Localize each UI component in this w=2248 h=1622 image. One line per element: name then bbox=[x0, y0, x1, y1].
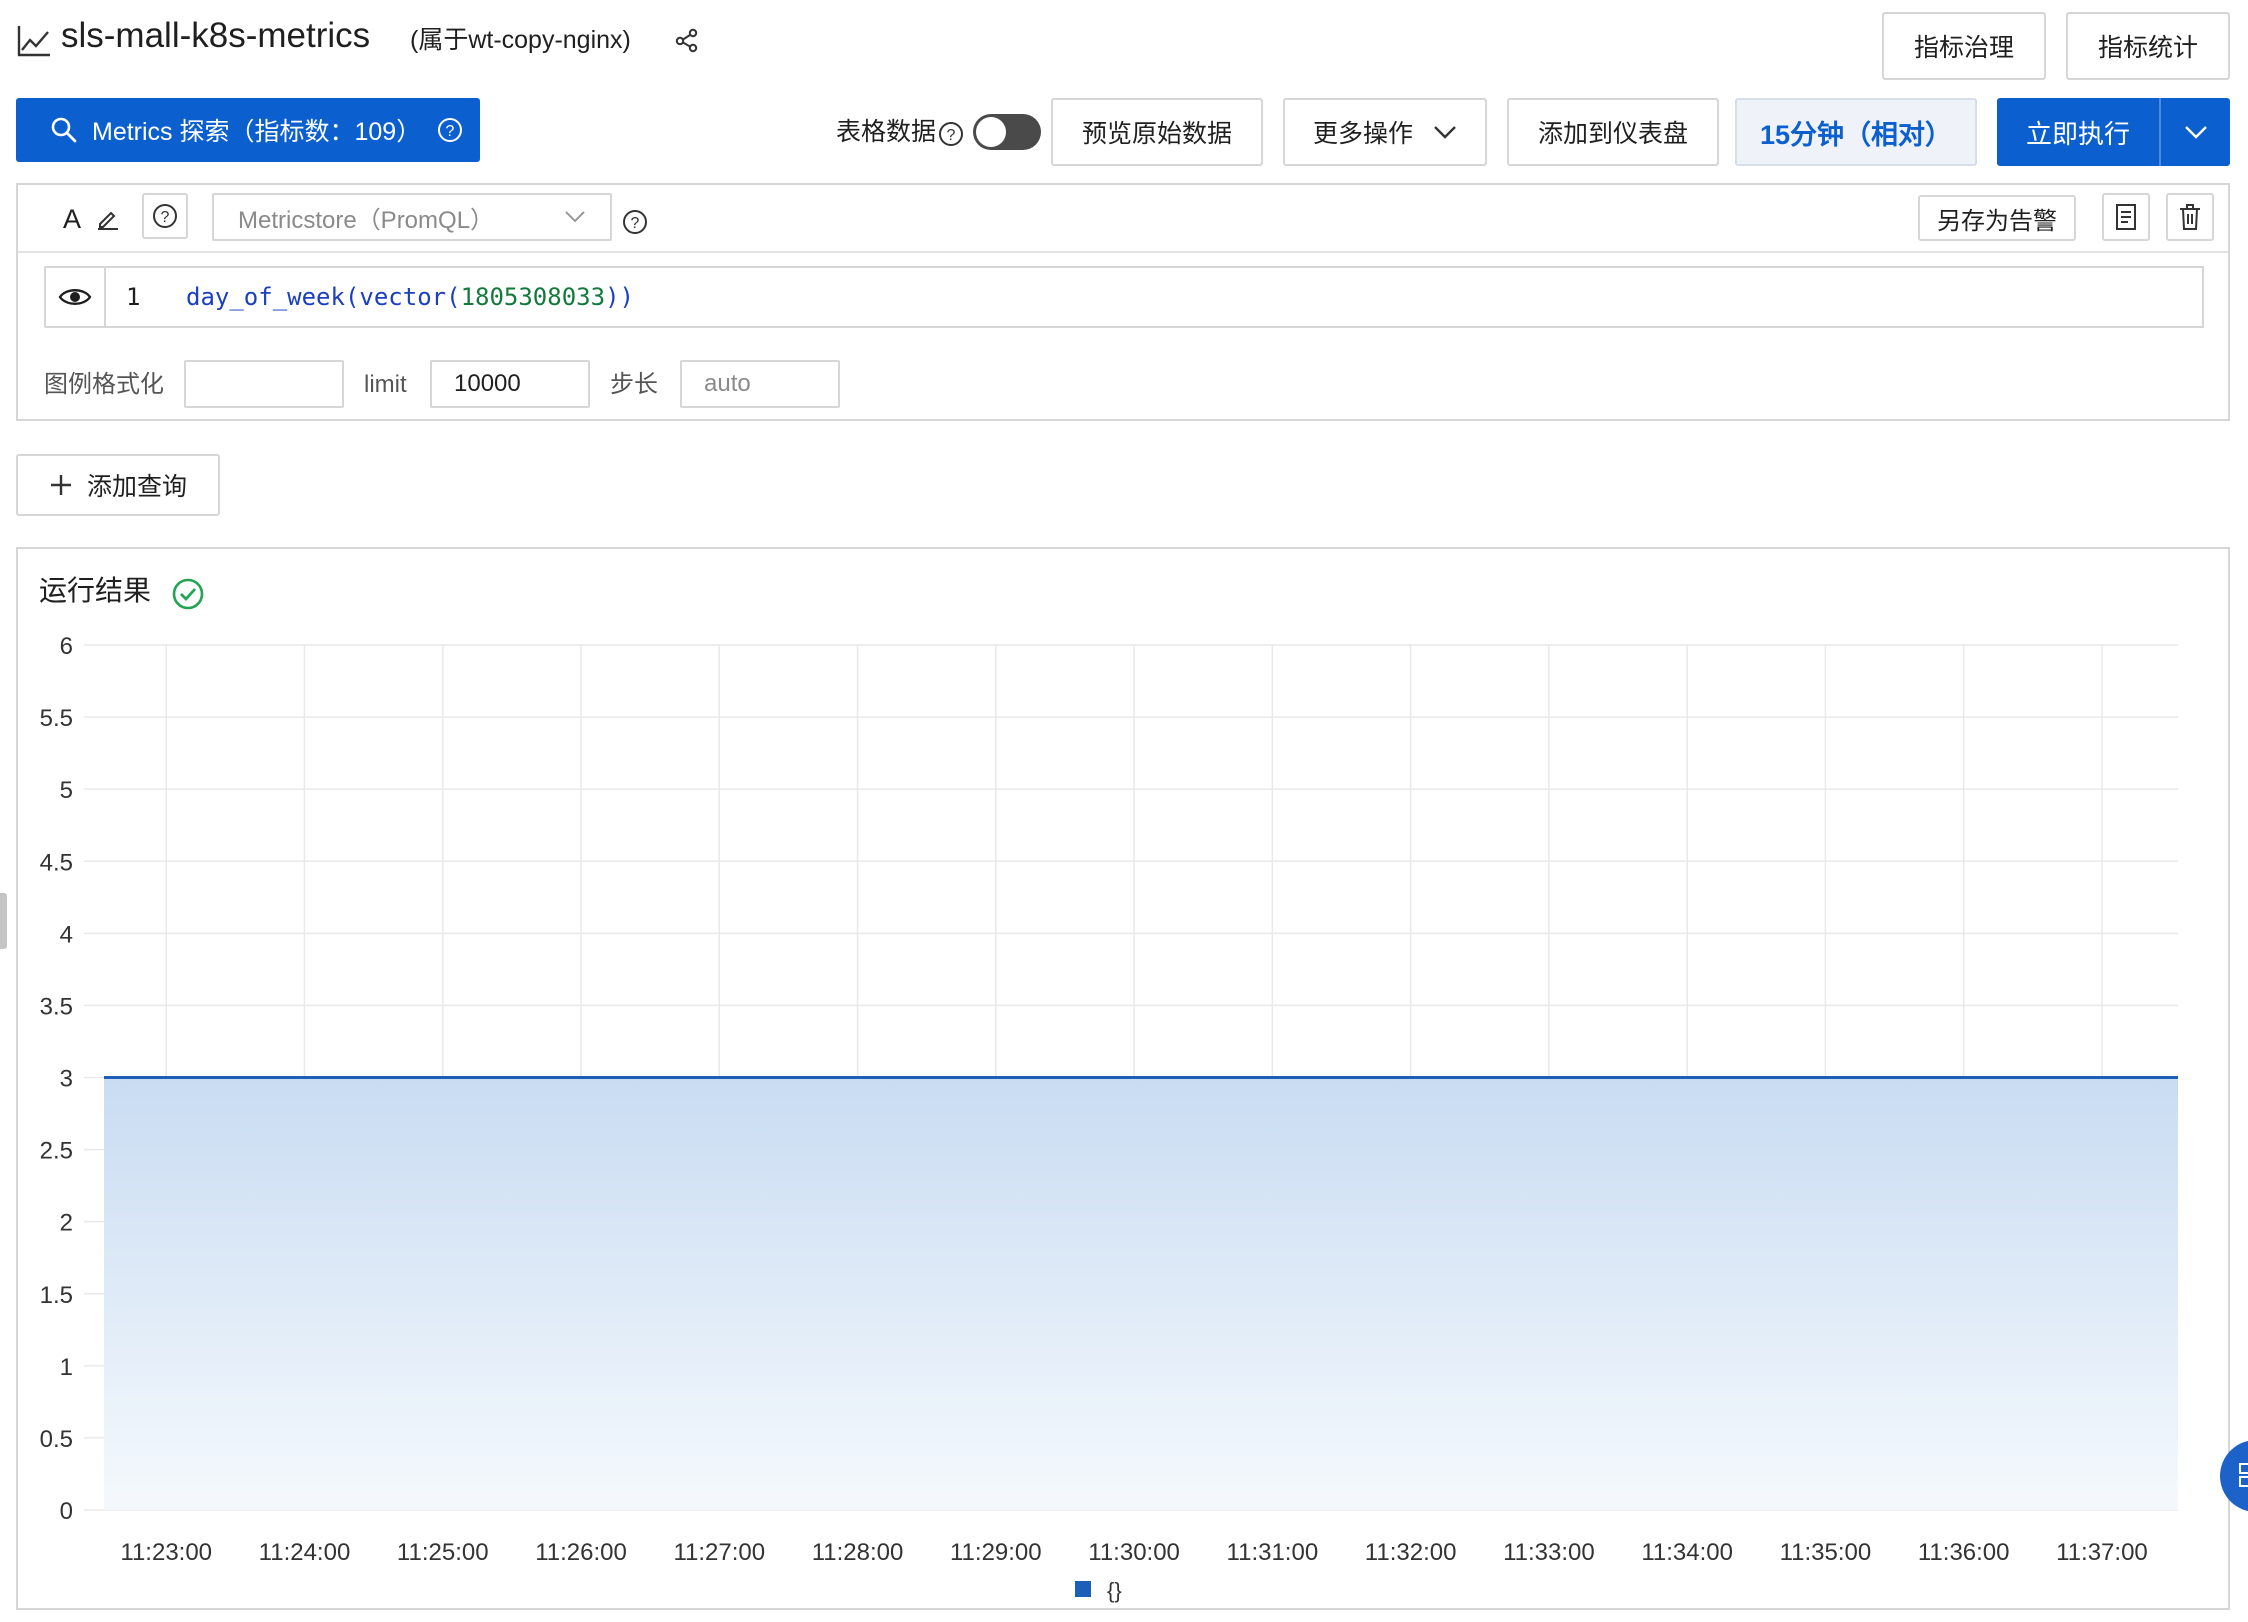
more-actions-dropdown[interactable]: 更多操作 bbox=[1283, 98, 1487, 166]
limit-label: limit bbox=[364, 371, 407, 398]
page-title: sls-mall-k8s-metrics bbox=[61, 16, 371, 55]
query-help-button[interactable]: ? bbox=[142, 193, 188, 239]
query-editor[interactable]: 1 day_of_week(vector(1805308033)) bbox=[104, 266, 2204, 328]
chevron-down-icon bbox=[2184, 126, 2207, 139]
step-placeholder: auto bbox=[704, 370, 751, 397]
page-subtitle: (属于wt-copy-nginx) bbox=[410, 26, 631, 54]
metric-statistics-button[interactable]: 指标统计 bbox=[2066, 12, 2230, 80]
svg-text:?: ? bbox=[161, 209, 170, 226]
help-icon: ? bbox=[153, 204, 177, 228]
limit-input[interactable]: 10000 bbox=[430, 360, 590, 408]
svg-text:?: ? bbox=[446, 123, 455, 140]
metrics-explore-button[interactable]: Metrics 探索（指标数：109） ? bbox=[16, 98, 480, 162]
code-func-vector: vector bbox=[359, 283, 447, 311]
code-paren-open: ( bbox=[446, 283, 461, 311]
svg-text:?: ? bbox=[947, 127, 956, 144]
code-func-day-of-week: day_of_week bbox=[186, 283, 345, 311]
assistant-icon bbox=[2239, 1463, 2248, 1487]
check-circle-icon bbox=[172, 578, 204, 610]
code-paren-close: )) bbox=[605, 283, 634, 311]
plus-icon bbox=[50, 475, 71, 495]
sidebar-collapse-handle[interactable] bbox=[0, 893, 7, 949]
query-code: day_of_week(vector(1805308033)) bbox=[186, 268, 634, 326]
search-icon bbox=[51, 117, 77, 143]
legend-format-label: 图例格式化 bbox=[44, 371, 164, 398]
help-icon[interactable]: ? bbox=[622, 209, 648, 235]
table-data-label: 表格数据 bbox=[836, 118, 937, 146]
query-panel: A ? Metricstore（PromQL） ? 另存为告警 bbox=[16, 183, 2230, 421]
copy-query-button[interactable] bbox=[2102, 193, 2150, 241]
result-panel: 运行结果 bbox=[16, 547, 2230, 1610]
preview-raw-data-button[interactable]: 预览原始数据 bbox=[1051, 98, 1263, 166]
add-to-dashboard-button[interactable]: 添加到仪表盘 bbox=[1507, 98, 1719, 166]
legend-format-input[interactable] bbox=[184, 360, 344, 408]
result-title: 运行结果 bbox=[39, 575, 152, 606]
more-actions-label: 更多操作 bbox=[1312, 120, 1413, 148]
toggle-visibility-button[interactable] bbox=[44, 266, 106, 328]
code-number: 1805308033 bbox=[460, 283, 606, 311]
query-label: A bbox=[63, 204, 82, 234]
chevron-down-icon bbox=[565, 211, 585, 223]
code-paren-open: ( bbox=[344, 283, 360, 311]
datasource-select[interactable]: Metricstore（PromQL） bbox=[212, 193, 612, 241]
edit-icon[interactable] bbox=[96, 207, 120, 231]
save-as-alert-button[interactable]: 另存为告警 bbox=[1918, 195, 2076, 241]
eye-icon bbox=[58, 289, 92, 305]
delete-query-button[interactable] bbox=[2166, 193, 2214, 241]
step-input[interactable]: auto bbox=[680, 360, 840, 408]
time-range-picker[interactable]: 15分钟（相对） bbox=[1735, 98, 1977, 166]
run-options-dropdown[interactable] bbox=[2161, 98, 2230, 166]
table-data-toggle[interactable] bbox=[973, 114, 1041, 150]
svg-text:?: ? bbox=[631, 215, 640, 232]
run-now-button[interactable]: 立即执行 bbox=[1997, 98, 2159, 166]
toggle-knob bbox=[976, 117, 1006, 147]
metrics-explore-label: Metrics 探索（指标数：109） bbox=[92, 118, 422, 146]
metric-governance-button[interactable]: 指标治理 bbox=[1882, 12, 2046, 80]
run-divider bbox=[2159, 98, 2161, 166]
line-chart-icon bbox=[17, 26, 50, 57]
chevron-down-icon bbox=[1434, 126, 1456, 139]
query-panel-header: A ? Metricstore（PromQL） ? 另存为告警 bbox=[18, 185, 2228, 253]
copy-icon bbox=[2116, 204, 2136, 230]
share-icon[interactable] bbox=[674, 27, 700, 53]
line-number: 1 bbox=[126, 283, 141, 311]
header: sls-mall-k8s-metrics (属于wt-copy-nginx) 指… bbox=[0, 0, 2248, 80]
trash-icon bbox=[2180, 204, 2200, 230]
help-icon[interactable]: ? bbox=[437, 117, 463, 143]
datasource-placeholder: Metricstore（PromQL） bbox=[238, 206, 495, 234]
step-label: 步长 bbox=[610, 371, 658, 398]
add-query-label: 添加查询 bbox=[86, 473, 187, 501]
help-icon[interactable]: ? bbox=[938, 121, 964, 147]
add-query-button[interactable]: 添加查询 bbox=[16, 454, 220, 516]
